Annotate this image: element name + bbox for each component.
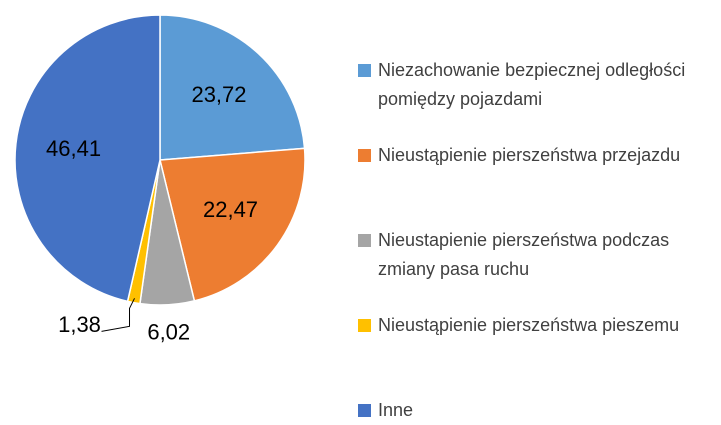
data-label: 23,72: [191, 82, 246, 107]
legend-label: Nieustąpienie pierszeństwa pieszemu: [378, 315, 680, 335]
data-label: 46,41: [46, 136, 101, 161]
legend-label: Nieustapienie pierszeństwa podczas zmian…: [378, 230, 670, 279]
legend-label: Nieustąpienie pierszeństwa przejazdu: [378, 145, 681, 165]
pie-slice: [159, 147, 306, 302]
data-label: 22,47: [203, 197, 258, 222]
pie-slice: [14, 14, 161, 303]
legend-swatch: [358, 64, 371, 77]
legend-swatch: [358, 234, 371, 247]
legend-swatch: [358, 149, 371, 162]
legend-swatch: [358, 319, 371, 332]
legend-label: Inne: [378, 400, 414, 420]
legend-swatch: [358, 404, 371, 417]
legend-label: Niezachowanie bezpiecznej odległości pom…: [378, 60, 686, 109]
leader-line: [101, 298, 135, 332]
data-label: 1,38: [58, 312, 101, 337]
data-label: 6,02: [147, 320, 190, 345]
pie-slice: [159, 14, 306, 161]
